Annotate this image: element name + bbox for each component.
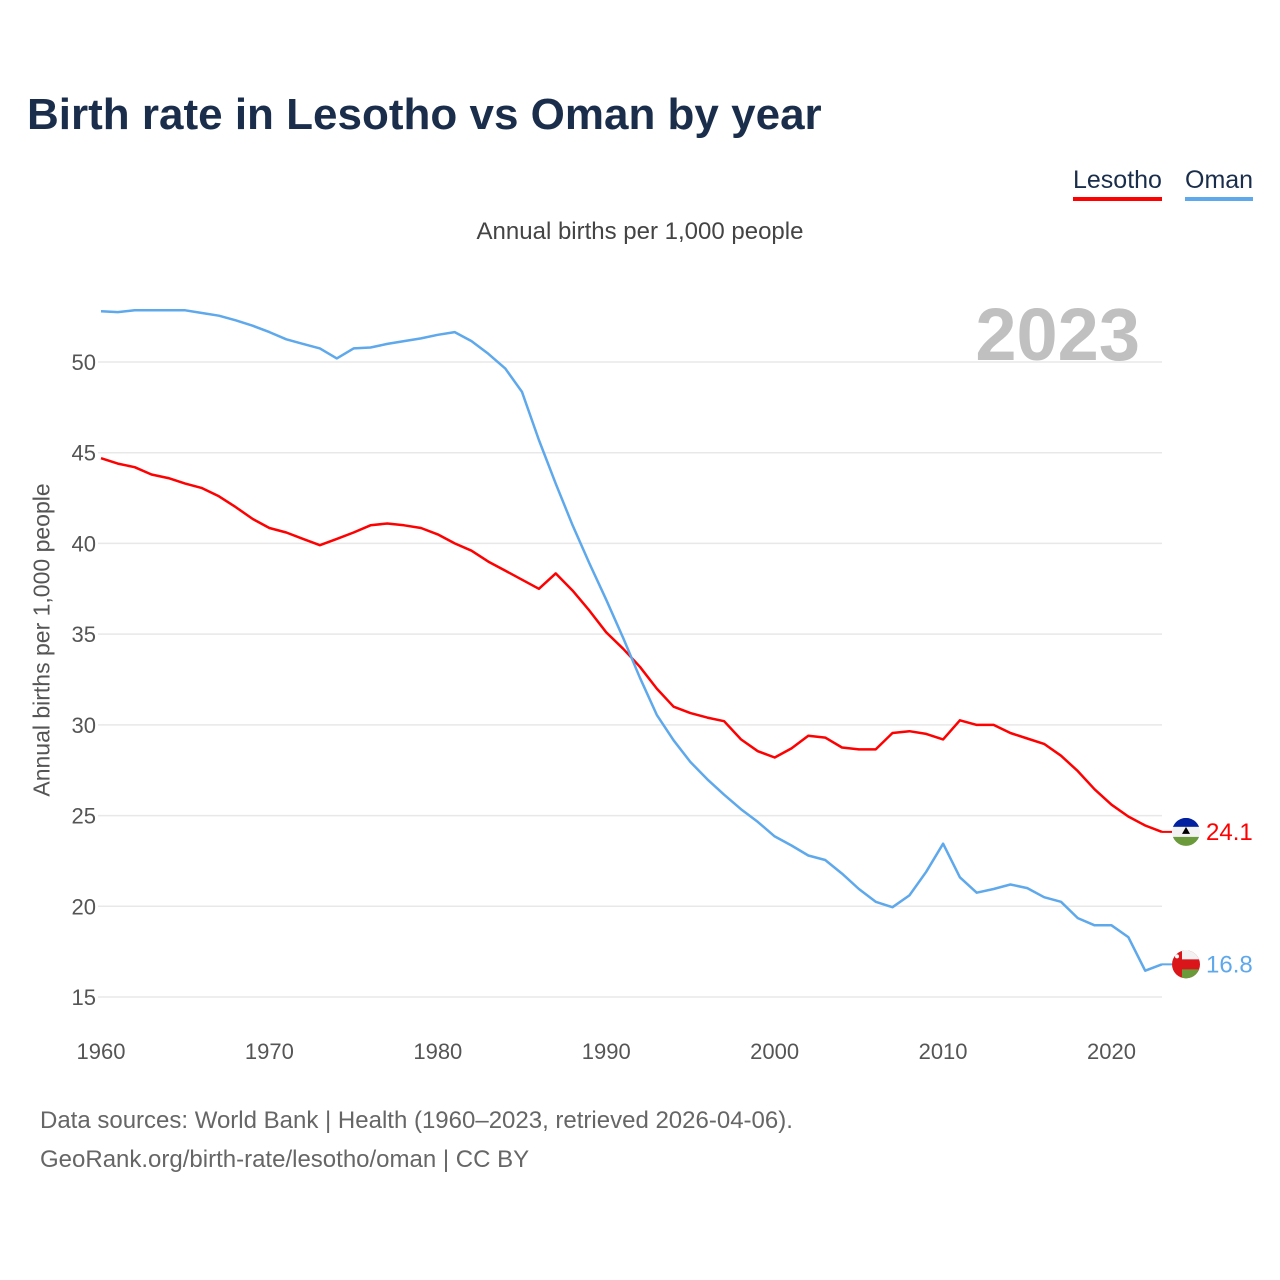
year-watermark: 2023 bbox=[975, 293, 1140, 376]
legend-lesotho[interactable]: Lesotho bbox=[1073, 166, 1162, 201]
y-tick-label: 35 bbox=[72, 622, 96, 647]
oman-flag-icon bbox=[1172, 950, 1200, 979]
chart-title: Birth rate in Lesotho vs Oman by year bbox=[27, 90, 822, 139]
x-tick-label: 1990 bbox=[582, 1039, 631, 1064]
y-tick-label: 30 bbox=[72, 713, 96, 738]
x-tick-label: 2010 bbox=[919, 1039, 968, 1064]
y-tick-label: 40 bbox=[72, 531, 96, 556]
y-tick-label: 25 bbox=[72, 804, 96, 829]
y-tick-label: 20 bbox=[72, 894, 96, 919]
x-tick-label: 2020 bbox=[1087, 1039, 1136, 1064]
lesotho-flag-icon bbox=[1172, 817, 1200, 846]
footer-link[interactable]: GeoRank.org/birth-rate/lesotho/oman | CC… bbox=[40, 1146, 530, 1173]
footer-source: Data sources: World Bank | Health (1960–… bbox=[40, 1107, 793, 1134]
series-line-oman[interactable] bbox=[100, 309, 1163, 972]
x-tick-label: 2000 bbox=[750, 1039, 799, 1064]
x-tick-label: 1970 bbox=[245, 1039, 294, 1064]
end-value-label: 24.1 bbox=[1206, 819, 1253, 846]
y-tick-label: 45 bbox=[72, 441, 96, 466]
y-tick-label: 50 bbox=[72, 350, 96, 375]
series-line-lesotho[interactable] bbox=[100, 457, 1163, 834]
x-tick-label: 1960 bbox=[77, 1039, 126, 1064]
legend-oman[interactable]: Oman bbox=[1185, 166, 1254, 201]
x-tick-label: 1980 bbox=[413, 1039, 462, 1064]
end-value-label: 16.8 bbox=[1206, 951, 1253, 978]
y-tick-label: 15 bbox=[72, 985, 96, 1010]
chart-subtitle: Annual births per 1,000 people bbox=[476, 218, 804, 245]
